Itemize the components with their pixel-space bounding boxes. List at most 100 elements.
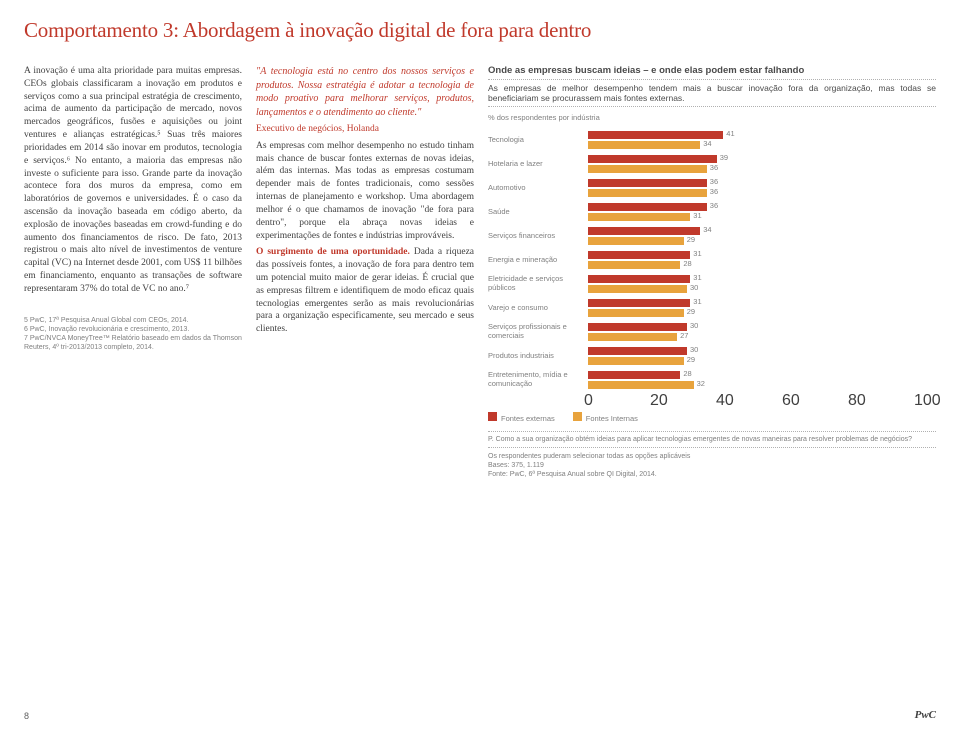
chart-category-label: Produtos industriais [488, 352, 588, 361]
page-number: 8 [24, 711, 29, 721]
bar-ext-value: 30 [690, 321, 698, 330]
bar-int-value: 36 [710, 163, 718, 172]
chart-bar-pair: 34 29 [588, 225, 936, 247]
chart-legend: Fontes externas Fontes Internas [488, 412, 936, 423]
chart-category-label: Automotivo [488, 184, 588, 193]
bar-ext [588, 203, 707, 211]
chart-category-label: Energia e mineração [488, 256, 588, 265]
bar-int-value: 34 [703, 139, 711, 148]
bar-ext [588, 251, 690, 259]
xtick-label: 100 [914, 392, 941, 410]
chart-bar-pair: 3027 [588, 321, 936, 343]
bar-ext [588, 179, 707, 187]
chart-bar-pair: 41 34 [588, 129, 936, 151]
chart-category-label: Entretenimento, mídia e comunicação [488, 371, 588, 388]
chart-category-label: Tecnologia [488, 136, 588, 145]
chart-category-label: Serviços profissionais e comerciais [488, 323, 588, 340]
col2-body-2: O surgimento de uma oportunidade. Dada a… [256, 246, 474, 336]
chart-bar-pair: 3936 [588, 153, 936, 175]
chart-row: Serviços profissionais e comerciais3027 [488, 320, 936, 344]
footnote-7: 7 PwC/NVCA MoneyTree™ Relatório baseado … [24, 334, 242, 352]
bar-ext [588, 347, 687, 355]
col2-body-1: As empresas com melhor desempenho no est… [256, 140, 474, 243]
col1-body: A inovação é uma alta prioridade para mu… [24, 65, 242, 296]
bar-int-value: 27 [680, 331, 688, 340]
bar-ext-value: 30 [690, 345, 698, 354]
chart-title: Onde as empresas buscam ideias – e onde … [488, 65, 936, 76]
chart-row: Hotelaria e lazer3936 [488, 152, 936, 176]
page-title: Comportamento 3: Abordagem à inovação di… [24, 18, 936, 43]
chart-foot-2: Os respondentes puderam selecionar todas… [488, 452, 936, 461]
column-1: A inovação é uma alta prioridade para mu… [24, 65, 242, 479]
legend-int-label: Fontes Internas [586, 414, 638, 423]
chart-axis-label: % dos respondentes por indústria [488, 113, 936, 122]
bar-ext-value: 34 [703, 225, 711, 234]
chart-row: Entretenimento, mídia e comunicação 28 32 [488, 368, 936, 392]
bar-int-value: 29 [687, 355, 695, 364]
footnote-6: 6 PwC, Inovação revolucionária e crescim… [24, 325, 242, 334]
bar-int [588, 189, 707, 197]
footnote-5: 5 PwC, 17ª Pesquisa Anual Global com CEO… [24, 316, 242, 325]
content-columns: A inovação é uma alta prioridade para mu… [24, 65, 936, 479]
xtick-label: 0 [584, 392, 593, 410]
chart-footnotes: P. Como a sua organização obtém ideias p… [488, 431, 936, 479]
bar-int [588, 141, 700, 149]
bar-ext-value: 36 [710, 201, 718, 210]
bar-ext [588, 299, 690, 307]
chart-bar-pair: 3128 [588, 249, 936, 271]
bar-int [588, 165, 707, 173]
bar-ext [588, 323, 687, 331]
chart-row: Tecnologia 41 34 [488, 128, 936, 152]
chart-category-label: Eletricidade e serviços públicos [488, 275, 588, 292]
bar-int [588, 285, 687, 293]
bar-int [588, 333, 677, 341]
xtick-label: 20 [650, 392, 668, 410]
legend-ext-label: Fontes externas [501, 414, 555, 423]
chart-bar-pair: 36 31 [588, 201, 936, 223]
bar-int [588, 309, 684, 317]
bar-int [588, 237, 684, 245]
bar-int-value: 31 [693, 211, 701, 220]
chart-bar-pair: 3130 [588, 273, 936, 295]
col2-body-2-text: Dada a riqueza das possíveis fontes, a i… [256, 247, 474, 334]
subheading: O surgimento de uma oportunidade. [256, 247, 410, 257]
bar-int-value: 36 [710, 187, 718, 196]
bar-ext-value: 31 [693, 273, 701, 282]
chart-bar-pair: 3636 [588, 177, 936, 199]
chart-column: Onde as empresas buscam ideias – e onde … [488, 65, 936, 479]
chart-row: Saúde 36 31 [488, 200, 936, 224]
xtick-label: 60 [782, 392, 800, 410]
chart-category-label: Saúde [488, 208, 588, 217]
bar-int-value: 29 [687, 307, 695, 316]
legend-ext: Fontes externas [488, 412, 555, 423]
bar-ext-value: 31 [693, 297, 701, 306]
chart-bars: Tecnologia 41 34 Hotelaria e lazer3936 Autom… [488, 128, 936, 392]
bar-int-value: 28 [683, 259, 691, 268]
chart-subtitle: As empresas de melhor desempenho tendem … [488, 79, 936, 107]
chart-row: Eletricidade e serviços públicos3130 [488, 272, 936, 296]
bar-ext-value: 31 [693, 249, 701, 258]
quote-attribution: Executivo de negócios, Holanda [256, 123, 474, 136]
bar-ext-value: 39 [720, 153, 728, 162]
bar-ext [588, 371, 680, 379]
chart-x-axis: 020406080100 [588, 392, 936, 404]
chart-category-label: Varejo e consumo [488, 304, 588, 313]
xtick-label: 40 [716, 392, 734, 410]
xtick-label: 80 [848, 392, 866, 410]
bar-int-value: 29 [687, 235, 695, 244]
bar-int [588, 213, 690, 221]
bar-int [588, 261, 680, 269]
swatch-ext-icon [488, 412, 497, 421]
bar-ext [588, 227, 700, 235]
chart-row: Varejo e consumo 3129 [488, 296, 936, 320]
swatch-int-icon [573, 412, 582, 421]
bar-int [588, 381, 694, 389]
bar-int-value: 30 [690, 283, 698, 292]
bar-ext-value: 41 [726, 129, 734, 138]
column-2: "A tecnologia está no centro dos nossos … [256, 65, 474, 479]
legend-int: Fontes Internas [573, 412, 638, 423]
bar-int-value: 32 [697, 379, 705, 388]
bar-ext-value: 28 [683, 369, 691, 378]
chart-bar-pair: 28 32 [588, 369, 936, 391]
chart-foot-q: P. Como a sua organização obtém ideias p… [488, 431, 936, 448]
